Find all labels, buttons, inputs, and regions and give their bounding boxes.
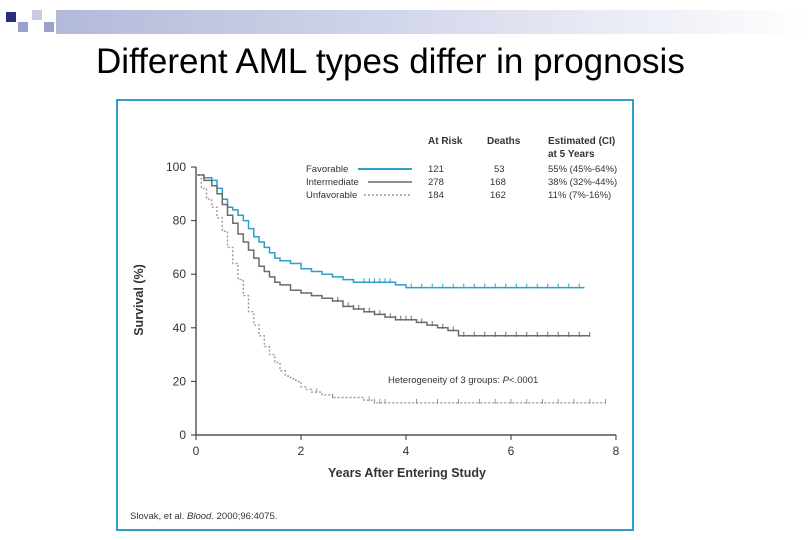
title-gradient-band: [56, 10, 810, 34]
curve-favorable: [196, 174, 585, 289]
legend-at-risk-favorable: 121: [428, 164, 444, 175]
x-tick-label: 4: [403, 444, 410, 458]
legend-header-at-risk: At Risk: [428, 136, 463, 147]
legend-label-favorable: Favorable: [306, 164, 348, 175]
chart-annotation: Heterogeneity of 3 groups: P<.0001: [388, 375, 538, 386]
y-tick-label: 100: [166, 160, 186, 174]
curve-unfavorable: [196, 174, 606, 404]
y-tick-label: 60: [173, 267, 187, 281]
chart-censor-marks: [316, 278, 606, 404]
legend-at-risk-intermediate: 278: [428, 177, 444, 188]
y-tick-label: 0: [179, 428, 186, 442]
legend-at-risk-unfavorable: 184: [428, 190, 444, 201]
legend-label-unfavorable: Unfavorable: [306, 190, 357, 201]
slide-title: Different AML types differ in prognosis: [96, 42, 685, 81]
legend-header-estimated: Estimated (CI): [548, 136, 615, 147]
deco-square-light: [18, 22, 28, 32]
chart-curves: [196, 174, 606, 404]
y-tick-label: 20: [173, 374, 187, 388]
legend-estimate-unfavorable: 11% (7%-16%): [548, 190, 611, 201]
legend-estimate-favorable: 55% (45%-64%): [548, 164, 617, 175]
title-decoration-bar: [0, 10, 810, 34]
chart-axes: [195, 167, 616, 436]
x-tick-label: 6: [508, 444, 515, 458]
legend-deaths-unfavorable: 162: [490, 190, 506, 201]
legend-header-estimated-line2: at 5 Years: [548, 149, 595, 160]
legend-deaths-favorable: 53: [494, 164, 505, 175]
legend-header-deaths: Deaths: [487, 136, 521, 147]
x-tick-label: 8: [613, 444, 620, 458]
x-axis-label: Years After Entering Study: [328, 466, 486, 480]
legend-label-intermediate: Intermediate: [306, 177, 359, 188]
figure-frame: 0 2 4 6 8 0 20 40 60 80 100 At Risk Deaths Estimat…: [116, 99, 634, 531]
curve-intermediate: [196, 174, 590, 337]
legend-deaths-intermediate: 168: [490, 177, 506, 188]
y-tick-label: 80: [173, 214, 187, 228]
deco-square-dark: [6, 12, 16, 22]
y-tick-label: 40: [173, 321, 187, 335]
chart-legend: At Risk Deaths Estimated (CI) at 5 Years…: [306, 136, 617, 201]
deco-square-light: [44, 22, 54, 32]
citation: Slovak, et al. Blood. 2000;96:4075.: [130, 511, 277, 522]
x-tick-label: 0: [193, 444, 200, 458]
legend-estimate-intermediate: 38% (32%-44%): [548, 177, 617, 188]
x-tick-label: 2: [298, 444, 305, 458]
y-axis-label: Survival (%): [132, 264, 146, 336]
deco-square-light: [32, 10, 42, 20]
